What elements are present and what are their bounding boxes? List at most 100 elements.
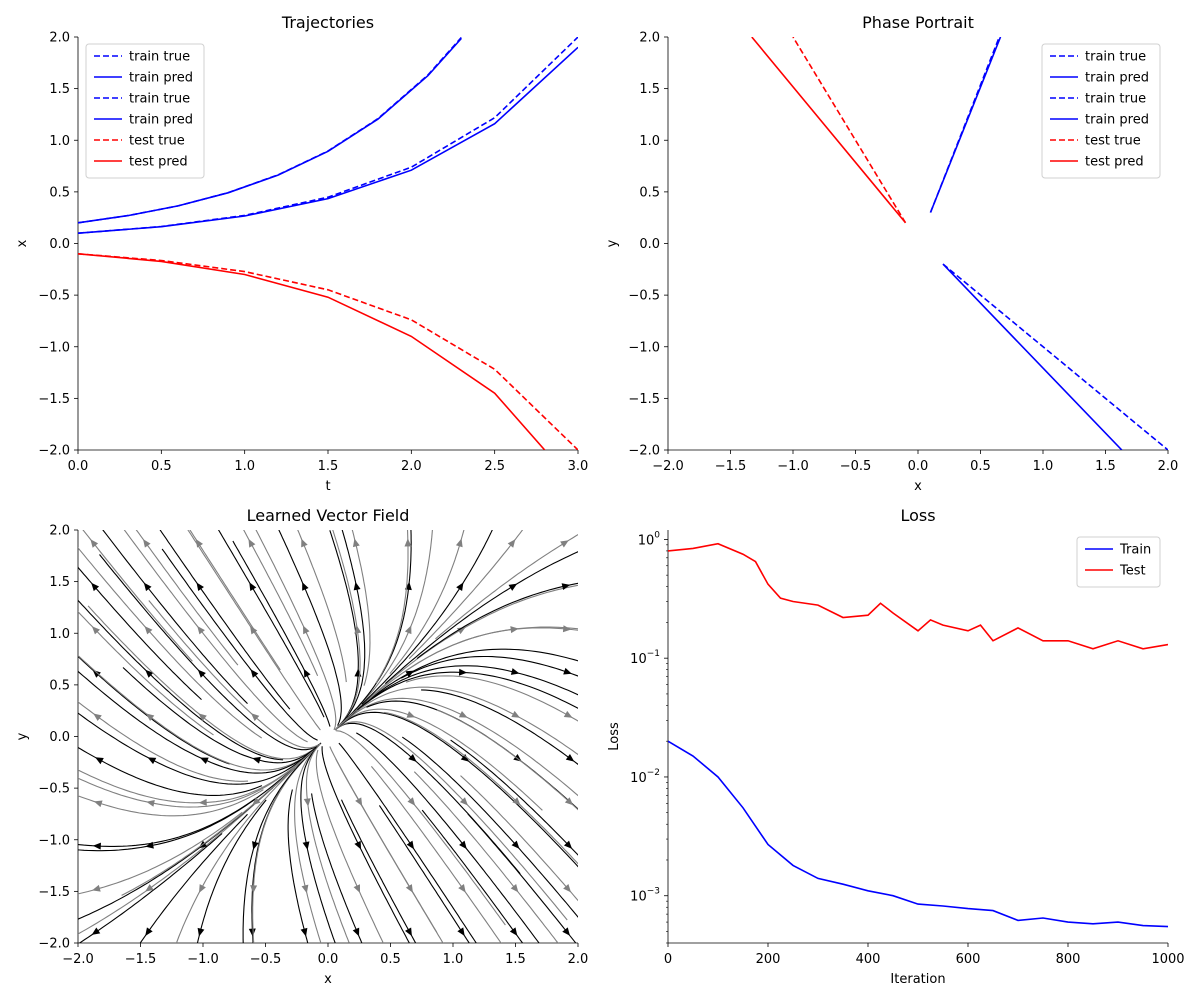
stream-arrow xyxy=(458,668,468,676)
stream-arrow xyxy=(561,583,571,591)
stream-arrow xyxy=(563,667,572,675)
stream-arrow xyxy=(250,885,258,894)
stream-line xyxy=(336,711,578,868)
y-tick-label: −1.0 xyxy=(628,340,660,355)
stream-arrow xyxy=(507,539,516,548)
stream-line xyxy=(315,749,384,943)
stream-arrow xyxy=(459,840,467,850)
stream-line xyxy=(401,736,578,918)
y-tick-label: −1.5 xyxy=(38,392,70,407)
stream-arrow xyxy=(199,757,209,765)
stream-arrow xyxy=(563,710,573,718)
y-axis-label: y xyxy=(15,732,30,740)
stream-arrow xyxy=(143,582,152,592)
x-tick-label: 1.5 xyxy=(318,459,339,474)
stream-line xyxy=(357,665,578,711)
y-axis-label: x xyxy=(15,239,30,247)
stream-arrow xyxy=(562,625,572,633)
stream-line xyxy=(78,756,306,808)
stream-line xyxy=(384,551,578,685)
stream-line xyxy=(243,530,319,677)
stream-arrow xyxy=(90,539,99,548)
stream-arrow xyxy=(511,710,521,718)
stream-line xyxy=(305,743,350,943)
stream-arrow xyxy=(145,884,154,892)
y-tick-label: 1.5 xyxy=(639,82,660,97)
x-tick-label: 0.0 xyxy=(318,952,339,967)
x-tick-label: 0.5 xyxy=(151,459,172,474)
stream-line xyxy=(389,530,465,675)
stream-line xyxy=(335,758,444,943)
stream-line xyxy=(78,712,310,785)
y-tick-label: −1.5 xyxy=(628,392,660,407)
stream-arrow xyxy=(508,583,518,591)
stream-arrow xyxy=(456,582,464,592)
y-axis-label: y xyxy=(605,239,620,247)
y-tick-label: 10−1 xyxy=(630,649,660,667)
y-tick-exponent: −1 xyxy=(647,649,660,659)
stream-line xyxy=(78,599,284,761)
stream-arrow xyxy=(93,713,102,722)
legend: train true train pred train true train pred… xyxy=(85,43,205,179)
stream-arrow xyxy=(197,625,205,635)
x-tick-label: −1.5 xyxy=(125,952,157,967)
x-tick-label: 600 xyxy=(956,952,981,967)
legend-entry: train pred xyxy=(129,113,193,128)
x-tick-label: −2.0 xyxy=(652,459,684,474)
stream-arrow xyxy=(303,798,311,807)
stream-arrow xyxy=(512,797,521,806)
stream-arrow xyxy=(353,884,361,893)
stream-line xyxy=(401,655,578,679)
y-tick-label: −2.0 xyxy=(628,444,660,459)
stream-line xyxy=(189,530,281,671)
stream-line xyxy=(370,766,502,943)
x-tick-label: 2.0 xyxy=(568,952,589,967)
series-line-5 xyxy=(792,37,907,224)
x-tick-label: 1.5 xyxy=(1095,459,1116,474)
stream-line xyxy=(78,654,302,771)
x-tick-label: 2.0 xyxy=(1158,459,1179,474)
y-tick-label: 2.0 xyxy=(49,31,70,46)
stream-line xyxy=(232,540,331,727)
stream-arrow xyxy=(405,884,413,893)
stream-line xyxy=(332,530,361,730)
stream-line xyxy=(123,530,308,743)
stream-arrow xyxy=(407,797,416,806)
stream-line xyxy=(378,805,470,943)
x-tick-label: 0.0 xyxy=(68,459,89,474)
x-tick-label: 1.5 xyxy=(505,952,526,967)
stream-line xyxy=(99,554,322,751)
y-tick-base: 10 xyxy=(638,533,655,548)
x-tick-label: −2.0 xyxy=(62,952,94,967)
y-tick-label: 1.5 xyxy=(49,575,70,590)
stream-arrow xyxy=(145,841,154,849)
stream-arrow xyxy=(145,669,154,678)
stream-line xyxy=(78,546,263,739)
legend: Train Test xyxy=(1076,536,1161,588)
stream-line xyxy=(356,686,578,756)
stream-line xyxy=(196,799,267,943)
axes-4: 0 200 400 600 800 100010−310−210−1100LossIter… xyxy=(607,506,1185,987)
chart-title: Loss xyxy=(900,506,935,525)
stream-line xyxy=(375,530,409,684)
stream-line xyxy=(252,754,310,943)
stream-line xyxy=(242,744,320,943)
stream-arrow xyxy=(147,757,157,765)
stream-line xyxy=(78,787,274,935)
stream-line xyxy=(361,530,493,705)
x-tick-label: −0.5 xyxy=(840,459,872,474)
stream-line xyxy=(321,746,410,943)
y-tick-label: 0.5 xyxy=(49,678,70,693)
stream-arrow xyxy=(303,625,310,635)
stream-arrow xyxy=(250,669,259,678)
stream-arrow xyxy=(510,884,519,893)
y-axis-label: Loss xyxy=(607,722,622,751)
legend-entry: train pred xyxy=(129,71,193,86)
series-line-2 xyxy=(929,37,1002,213)
stream-line xyxy=(294,748,322,943)
stream-line xyxy=(460,775,578,902)
axes-2: −2.0 −1.5 −1.0 −0.5 0.0 0.5 1.0 1.5 2.0 −2.0 −1.5 −… xyxy=(605,13,1178,494)
axes-3: −2.0 −1.5 −1.0 −0.5 0.0 0.5 1.0 1.5 2.0 −2.0 −1.5 −… xyxy=(15,506,588,987)
x-tick-label: 1.0 xyxy=(1033,459,1054,474)
